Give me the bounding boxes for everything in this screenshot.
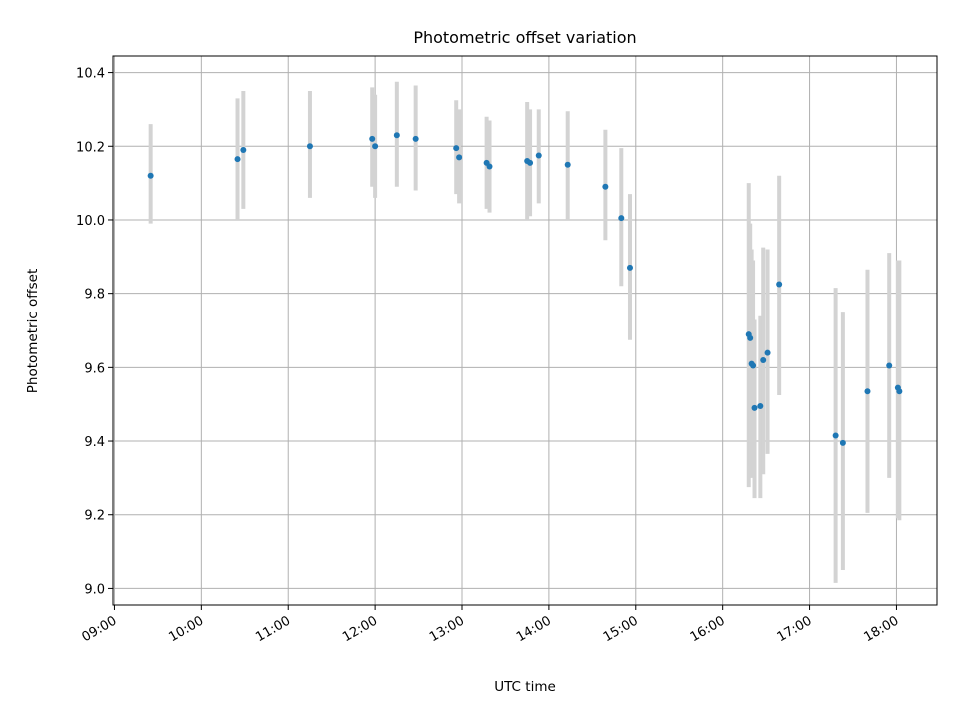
x-tick-label: 17:00 bbox=[775, 613, 815, 645]
data-point bbox=[147, 172, 154, 179]
data-point bbox=[757, 403, 764, 410]
y-tick-label: 10.4 bbox=[76, 67, 105, 82]
x-axis-label: UTC time bbox=[494, 679, 556, 695]
data-point bbox=[747, 334, 754, 341]
data-point bbox=[602, 183, 609, 190]
y-tick-label: 10.0 bbox=[76, 214, 105, 229]
data-point bbox=[751, 404, 758, 411]
plot-frame bbox=[112, 55, 938, 606]
data-point bbox=[760, 356, 767, 363]
grid-lines bbox=[113, 56, 937, 605]
x-axis-ticks: 09:00 10:00 11:00 12:00 13:00 14:00 15:00 16:00… bbox=[79, 605, 901, 645]
data-point bbox=[839, 439, 846, 446]
data-point bbox=[832, 432, 839, 439]
data-points bbox=[147, 132, 903, 446]
y-tick-label: 9.4 bbox=[84, 435, 105, 450]
data-point bbox=[764, 349, 771, 356]
data-point bbox=[750, 362, 757, 369]
y-axis-ticks: 9.0 9.2 9.4 9.6 9.8 10.0 10.2 10.4 bbox=[76, 67, 113, 597]
data-point bbox=[776, 281, 783, 288]
x-tick-label: 15:00 bbox=[601, 613, 641, 645]
data-point bbox=[618, 215, 625, 222]
data-point bbox=[456, 154, 463, 161]
data-point bbox=[372, 143, 379, 150]
data-point bbox=[240, 146, 247, 153]
y-tick-label: 9.6 bbox=[84, 361, 105, 376]
x-tick-label: 11:00 bbox=[253, 613, 293, 645]
data-point bbox=[369, 135, 376, 142]
data-point bbox=[535, 152, 542, 159]
data-point bbox=[886, 362, 893, 369]
x-tick-label: 09:00 bbox=[79, 613, 119, 645]
data-point bbox=[626, 264, 633, 271]
x-tick-label: 16:00 bbox=[688, 613, 728, 645]
data-point bbox=[527, 159, 534, 166]
data-point bbox=[412, 135, 419, 142]
x-tick-label: 10:00 bbox=[166, 613, 206, 645]
data-point bbox=[486, 163, 493, 170]
x-tick-label: 13:00 bbox=[427, 613, 467, 645]
y-axis-label: Photometric offset bbox=[25, 269, 41, 393]
y-tick-label: 9.8 bbox=[84, 288, 105, 303]
data-point bbox=[453, 145, 460, 152]
data-point bbox=[393, 132, 400, 139]
x-tick-label: 12:00 bbox=[340, 613, 380, 645]
data-point bbox=[896, 388, 903, 395]
data-point bbox=[564, 161, 571, 168]
data-point bbox=[234, 156, 241, 163]
chart-title: Photometric offset variation bbox=[413, 28, 636, 47]
y-tick-label: 9.0 bbox=[84, 582, 105, 597]
x-tick-label: 18:00 bbox=[862, 613, 902, 645]
data-point bbox=[306, 143, 313, 150]
y-tick-label: 9.2 bbox=[84, 509, 105, 524]
y-tick-label: 10.2 bbox=[76, 140, 105, 155]
data-point bbox=[864, 388, 871, 395]
error-bars bbox=[148, 81, 902, 583]
x-tick-label: 14:00 bbox=[514, 613, 554, 645]
